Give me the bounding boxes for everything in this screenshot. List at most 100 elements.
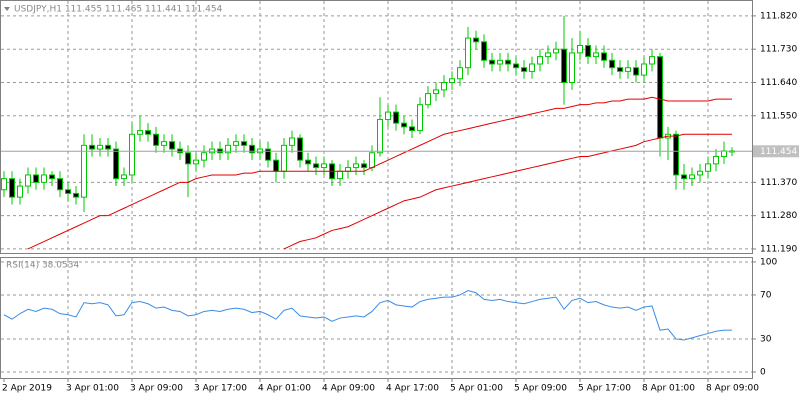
candle-body <box>409 126 415 132</box>
candle-body <box>505 59 511 65</box>
candle-body <box>321 163 327 169</box>
candle-body <box>425 93 431 106</box>
y-tick-label: 30 <box>760 334 772 344</box>
candle-body <box>305 159 311 165</box>
candle-body <box>545 52 551 58</box>
candle-body <box>673 133 679 176</box>
candle-body <box>289 137 295 146</box>
candle-body <box>441 81 447 91</box>
candle-body <box>633 67 639 76</box>
candle-body <box>401 122 407 128</box>
candle-body <box>593 52 599 58</box>
x-tick-label: 5 Apr 09:00 <box>514 384 567 394</box>
y-tick-label: 111.280 <box>760 211 797 221</box>
candle-body <box>105 144 111 150</box>
candle-body <box>73 192 79 198</box>
candle-body <box>121 174 127 180</box>
candle-body <box>649 56 655 65</box>
candle-body <box>97 144 103 150</box>
candle-body <box>713 155 719 165</box>
candle-body <box>417 104 423 132</box>
candle-body <box>313 163 319 169</box>
candle-body <box>225 144 231 154</box>
y-tick-label: 111.190 <box>760 244 797 254</box>
candle-body <box>25 174 31 187</box>
candle-body <box>345 167 351 172</box>
candle-body <box>697 170 703 176</box>
candle-body <box>137 130 143 135</box>
candle-body <box>657 56 663 139</box>
indicator-line <box>3 290 733 341</box>
candle-body <box>641 63 647 76</box>
candle-body <box>281 144 287 172</box>
indicator-line <box>27 96 732 250</box>
candle-body <box>489 59 495 65</box>
y-tick-label: 111.820 <box>760 11 797 21</box>
y-tick-label: 100 <box>760 257 777 267</box>
candle-body <box>265 148 271 161</box>
candle-body <box>185 152 191 165</box>
candle-body <box>457 67 463 80</box>
x-tick-label: 3 Apr 17:00 <box>194 384 247 394</box>
candle-body <box>585 44 591 58</box>
candle-body <box>33 174 39 183</box>
candle-body <box>465 37 471 69</box>
x-tick-label: 2 Apr 2019 <box>2 384 52 394</box>
candle-body <box>449 78 455 83</box>
candle-body <box>377 118 383 154</box>
candle-body <box>193 159 199 165</box>
candle-body <box>681 174 687 180</box>
y-tick-label: 111.370 <box>760 178 797 188</box>
candle-body <box>17 185 23 198</box>
candle-body <box>361 163 367 169</box>
candle-body <box>705 163 711 172</box>
candle-body <box>41 174 47 183</box>
candle-body <box>169 141 175 150</box>
chart-title: USDJPY,H1 111.455 111.465 111.441 111.45… <box>14 5 223 15</box>
candle-body <box>569 52 575 83</box>
candle-body <box>497 59 503 65</box>
candle-body <box>89 144 95 150</box>
candle-body <box>537 56 543 65</box>
candle-body <box>529 63 535 72</box>
candle-body <box>65 189 71 194</box>
candle-body <box>521 67 527 72</box>
panel-menu-arrow <box>4 7 10 11</box>
candle-body <box>481 41 487 61</box>
y-tick-label: 0 <box>760 367 766 377</box>
candle-body <box>129 133 135 176</box>
x-tick-label: 3 Apr 09:00 <box>130 384 183 394</box>
candle-body <box>553 48 559 54</box>
candle-body <box>57 178 63 191</box>
candle-body <box>249 144 255 154</box>
candle-body <box>201 152 207 161</box>
candle-body <box>233 141 239 146</box>
last-price-label: 111.454 <box>760 147 797 157</box>
candle-body <box>297 137 303 161</box>
candle-body <box>609 59 615 69</box>
x-tick-label: 4 Apr 17:00 <box>386 384 439 394</box>
candle-body <box>337 170 343 180</box>
indicator-line <box>283 133 732 250</box>
price-panel-frame <box>0 0 753 254</box>
candle-body <box>513 63 519 69</box>
y-tick-label: 111.550 <box>760 111 797 121</box>
x-tick-label: 5 Apr 01:00 <box>450 384 503 394</box>
last-price-box <box>753 145 799 158</box>
candle-body <box>617 67 623 72</box>
x-tick-label: 8 Apr 09:00 <box>706 384 759 394</box>
candle-body <box>689 174 695 180</box>
y-tick-label: 111.730 <box>760 45 797 55</box>
y-tick-label: 70 <box>760 290 772 300</box>
candle-body <box>625 67 631 72</box>
candle-body <box>369 152 375 169</box>
candle-body <box>353 163 359 169</box>
x-tick-label: 8 Apr 01:00 <box>642 384 695 394</box>
candle-body <box>161 141 167 146</box>
candle-body <box>577 44 583 54</box>
candle-body <box>385 111 391 120</box>
candle-body <box>1 178 7 191</box>
rsi-panel-frame <box>0 257 753 379</box>
